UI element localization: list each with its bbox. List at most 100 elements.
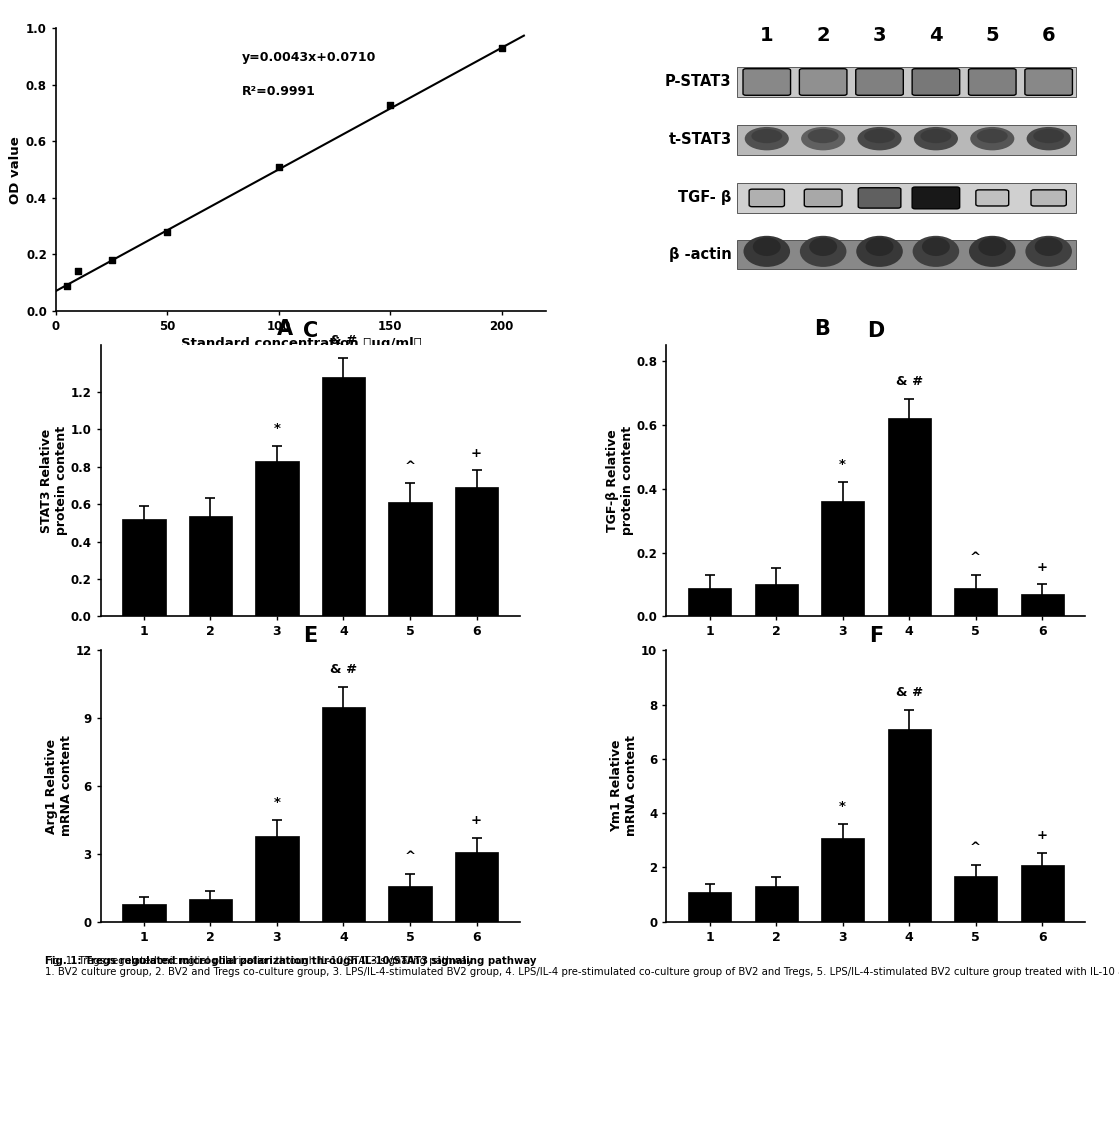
Bar [122,519,166,616]
FancyBboxPatch shape [749,189,784,207]
Bar [821,838,864,922]
Point [103,251,121,269]
Ellipse shape [922,238,950,256]
Ellipse shape [809,238,837,256]
Point [270,158,288,176]
Ellipse shape [800,236,846,267]
Ellipse shape [743,236,790,267]
Y-axis label: OD value: OD value [9,136,21,204]
FancyBboxPatch shape [858,188,901,208]
Text: B: B [815,319,830,339]
Text: β -actin: β -actin [669,247,732,262]
Ellipse shape [745,127,789,150]
FancyBboxPatch shape [969,69,1016,95]
FancyBboxPatch shape [1025,69,1072,95]
Ellipse shape [857,127,902,150]
Y-axis label: Arg1 Relative
mRNA content: Arg1 Relative mRNA content [45,735,73,837]
FancyBboxPatch shape [737,126,1075,155]
Text: Fig. 1: Tregs regulated microglial polarization through IL-10/STAT3 signaling pa: Fig. 1: Tregs regulated microglial polar… [45,956,536,966]
Text: 3: 3 [873,26,886,45]
Y-axis label: STAT3 Relative
protein content: STAT3 Relative protein content [40,426,68,535]
Bar [955,588,997,616]
FancyBboxPatch shape [737,67,1075,97]
Text: R²=0.9991: R²=0.9991 [242,85,316,97]
Ellipse shape [808,129,838,144]
FancyBboxPatch shape [1031,190,1066,206]
Text: ^: ^ [404,851,415,863]
Point [58,277,76,295]
Text: 4: 4 [929,26,942,45]
Text: A: A [278,319,293,339]
Ellipse shape [921,129,951,144]
Text: & #: & # [895,375,923,388]
Title: D: D [867,320,884,340]
Bar [754,585,798,616]
Text: 1: 1 [760,26,773,45]
Ellipse shape [913,236,959,267]
Point [159,223,177,241]
Text: 5: 5 [986,26,999,45]
FancyBboxPatch shape [799,69,847,95]
Text: Fig. 1: Tregs regulated microglial polarization through IL-10/STAT3 signaling pa: Fig. 1: Tregs regulated microglial polar… [45,956,1119,977]
Bar [255,836,299,922]
Bar [189,899,232,922]
Text: *: * [273,422,281,435]
Bar [887,729,931,922]
FancyBboxPatch shape [912,69,960,95]
Text: ^: ^ [970,841,981,854]
Text: *: * [273,796,281,809]
FancyBboxPatch shape [737,240,1075,269]
Text: & #: & # [895,687,923,699]
Y-axis label: Ym1 Relative
mRNA content: Ym1 Relative mRNA content [610,735,638,837]
Text: +: + [1036,829,1047,841]
FancyBboxPatch shape [805,189,841,207]
Ellipse shape [969,236,1016,267]
Ellipse shape [977,129,1008,144]
Ellipse shape [751,129,782,144]
Point [69,262,87,280]
Bar [688,892,731,922]
Text: *: * [839,801,846,813]
Text: TGF- β: TGF- β [678,190,732,206]
Bar [688,588,731,616]
Ellipse shape [1033,129,1064,144]
Text: *: * [839,458,846,472]
Ellipse shape [801,127,845,150]
Text: y=0.0043x+0.0710: y=0.0043x+0.0710 [242,51,377,63]
Text: ^: ^ [404,459,415,473]
FancyBboxPatch shape [743,69,790,95]
Text: 2: 2 [817,26,830,45]
Bar [322,377,365,616]
Bar [821,501,864,616]
Text: P-STAT3: P-STAT3 [665,75,732,89]
Ellipse shape [856,236,903,267]
Bar [255,461,299,616]
Point [492,40,510,58]
FancyBboxPatch shape [737,183,1075,213]
Bar [122,904,166,922]
FancyBboxPatch shape [976,190,1008,206]
Ellipse shape [970,127,1014,150]
Y-axis label: TGF-β Relative
protein content: TGF-β Relative protein content [605,426,633,535]
Title: F: F [868,625,883,646]
Ellipse shape [914,127,958,150]
Bar [955,875,997,922]
X-axis label: Standard concentration （μg/ml）: Standard concentration （μg/ml） [180,337,422,351]
Text: +: + [471,814,482,827]
Ellipse shape [1035,238,1063,256]
Ellipse shape [1025,236,1072,267]
Bar [754,887,798,922]
FancyBboxPatch shape [912,187,960,209]
Bar [322,707,365,922]
Point [382,96,399,114]
Bar [455,852,498,922]
Text: +: + [1036,561,1047,573]
Text: t-STAT3: t-STAT3 [668,132,732,147]
Ellipse shape [864,129,895,144]
Bar [455,487,498,616]
Bar [887,418,931,616]
Bar [1021,865,1064,922]
Title: E: E [303,625,318,646]
FancyBboxPatch shape [856,69,903,95]
Text: 6: 6 [1042,26,1055,45]
